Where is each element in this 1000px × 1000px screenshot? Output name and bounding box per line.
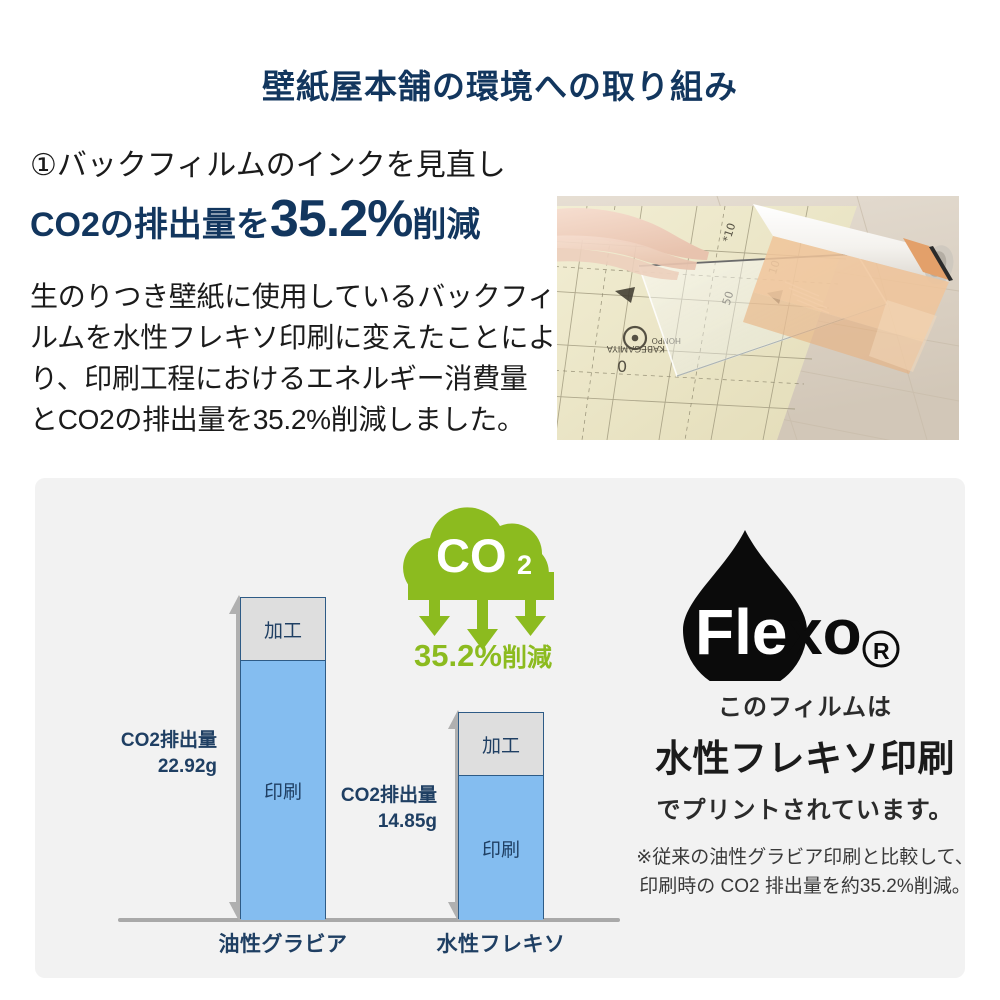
flexo-logo-text-dark: xo xyxy=(787,596,862,668)
co2-bar-chart: CO2排出量 22.92g 加工 印刷 油性グラビア CO2排出量 14.85g… xyxy=(35,478,625,978)
svg-text:KABEGAMIYA: KABEGAMIYA xyxy=(606,343,665,353)
intro-body-line-2: ルムを水性フレキソ印刷に変えたことによ xyxy=(30,321,556,353)
intro-headline: CO2の排出量を35.2%削減 xyxy=(30,190,550,250)
flexo-block: Fle xo R このフィルムは 水性フレキソ印刷 でプリントされています。 ※… xyxy=(635,526,975,902)
svg-text:0: 0 xyxy=(617,357,627,376)
headline-prefix: CO2の排出量を xyxy=(30,206,270,244)
co2-cloud-icon: CO 2 xyxy=(403,507,554,650)
flexo-logo-text-light: Fle xyxy=(695,596,787,668)
value-label-gravure-title: CO2排出量 xyxy=(120,730,217,751)
bar-gravure-segment-printing: 印刷 xyxy=(241,661,325,920)
intro-body-text: 生のりつき壁紙に使用しているバックフィ ルムを水性フレキソ印刷に変えたことによ … xyxy=(30,277,556,441)
value-label-gravure: CO2排出量 22.92g xyxy=(87,728,217,779)
intro-heading-block: ①バックフィルムのインクを見直し CO2の排出量を35.2%削減 xyxy=(30,148,550,250)
value-label-flexo-value: 14.85g xyxy=(377,810,437,832)
flexo-droplet-icon: Fle xo R xyxy=(683,530,900,692)
co2-reduction-caption: 35.2%削減 xyxy=(378,638,588,674)
intro-step-line: ①バックフィルムのインクを見直し xyxy=(30,149,506,182)
flexo-caption-line-2: 水性フレキソ印刷 xyxy=(655,738,955,779)
co2-reduction-value: 35.2% xyxy=(414,638,502,673)
chart-baseline xyxy=(118,918,620,922)
flexo-caption-line-3: でプリントされています。 xyxy=(656,797,954,824)
svg-text:*10: *10 xyxy=(720,221,738,244)
page-title: 壁紙屋本舗の環境への取り組み xyxy=(262,68,738,105)
category-label-flexo: 水性フレキソ xyxy=(436,933,566,956)
registered-mark-icon: R xyxy=(862,630,900,668)
flexo-caption-line-1: このフィルムは xyxy=(717,694,893,721)
co2-cloud-subscript: 2 xyxy=(517,550,532,580)
comparison-panel: CO2排出量 22.92g 加工 印刷 油性グラビア CO2排出量 14.85g… xyxy=(35,478,974,978)
bar-flexo-segment-printing: 印刷 xyxy=(459,776,543,920)
value-label-flexo-title: CO2排出量 xyxy=(340,785,437,806)
flexo-footnote-line-1: ※従来の油性グラビア印刷と比較して、 xyxy=(636,847,974,868)
bar-gravure-segment-processing: 加工 xyxy=(241,598,325,661)
category-label-gravure: 油性グラビア xyxy=(218,933,348,956)
intro-body-line-4: とCO2の排出量を35.2%削減しました。 xyxy=(30,403,525,435)
co2-cloud-label: CO xyxy=(436,529,507,582)
co2-reduction-suffix: 削減 xyxy=(501,644,552,672)
value-label-gravure-value: 22.92g xyxy=(157,755,217,777)
bar-gravure[interactable]: 加工 印刷 xyxy=(240,597,326,920)
headline-suffix: 削減 xyxy=(412,206,481,244)
flexo-footnote-line-2: 印刷時の CO2 排出量を約35.2%削減。 xyxy=(639,876,971,898)
value-label-flexo: CO2排出量 14.85g xyxy=(307,783,437,834)
intro-body-line-1: 生のりつき壁紙に使用しているバックフィ xyxy=(30,281,556,312)
flexo-logo: Fle xo R xyxy=(635,526,975,692)
co2-cloud-graphic: CO 2 xyxy=(378,500,588,685)
intro-body-line-3: り、印刷工程におけるエネルギー消費量 xyxy=(30,362,528,394)
bar-flexo[interactable]: 加工 印刷 xyxy=(458,712,544,920)
flexo-footnote: ※従来の油性グラビア印刷と比較して、 印刷時の CO2 排出量を約35.2%削減… xyxy=(635,843,975,902)
wallpaper-photo: KABEGAMIYA HONPO 0 50 10 *10 xyxy=(557,196,959,440)
svg-text:R: R xyxy=(873,638,890,664)
bar-flexo-segment-processing: 加工 xyxy=(459,713,543,776)
headline-value: 35.2% xyxy=(269,190,413,248)
wallpaper-photo-illustration: KABEGAMIYA HONPO 0 50 10 *10 xyxy=(557,196,959,440)
